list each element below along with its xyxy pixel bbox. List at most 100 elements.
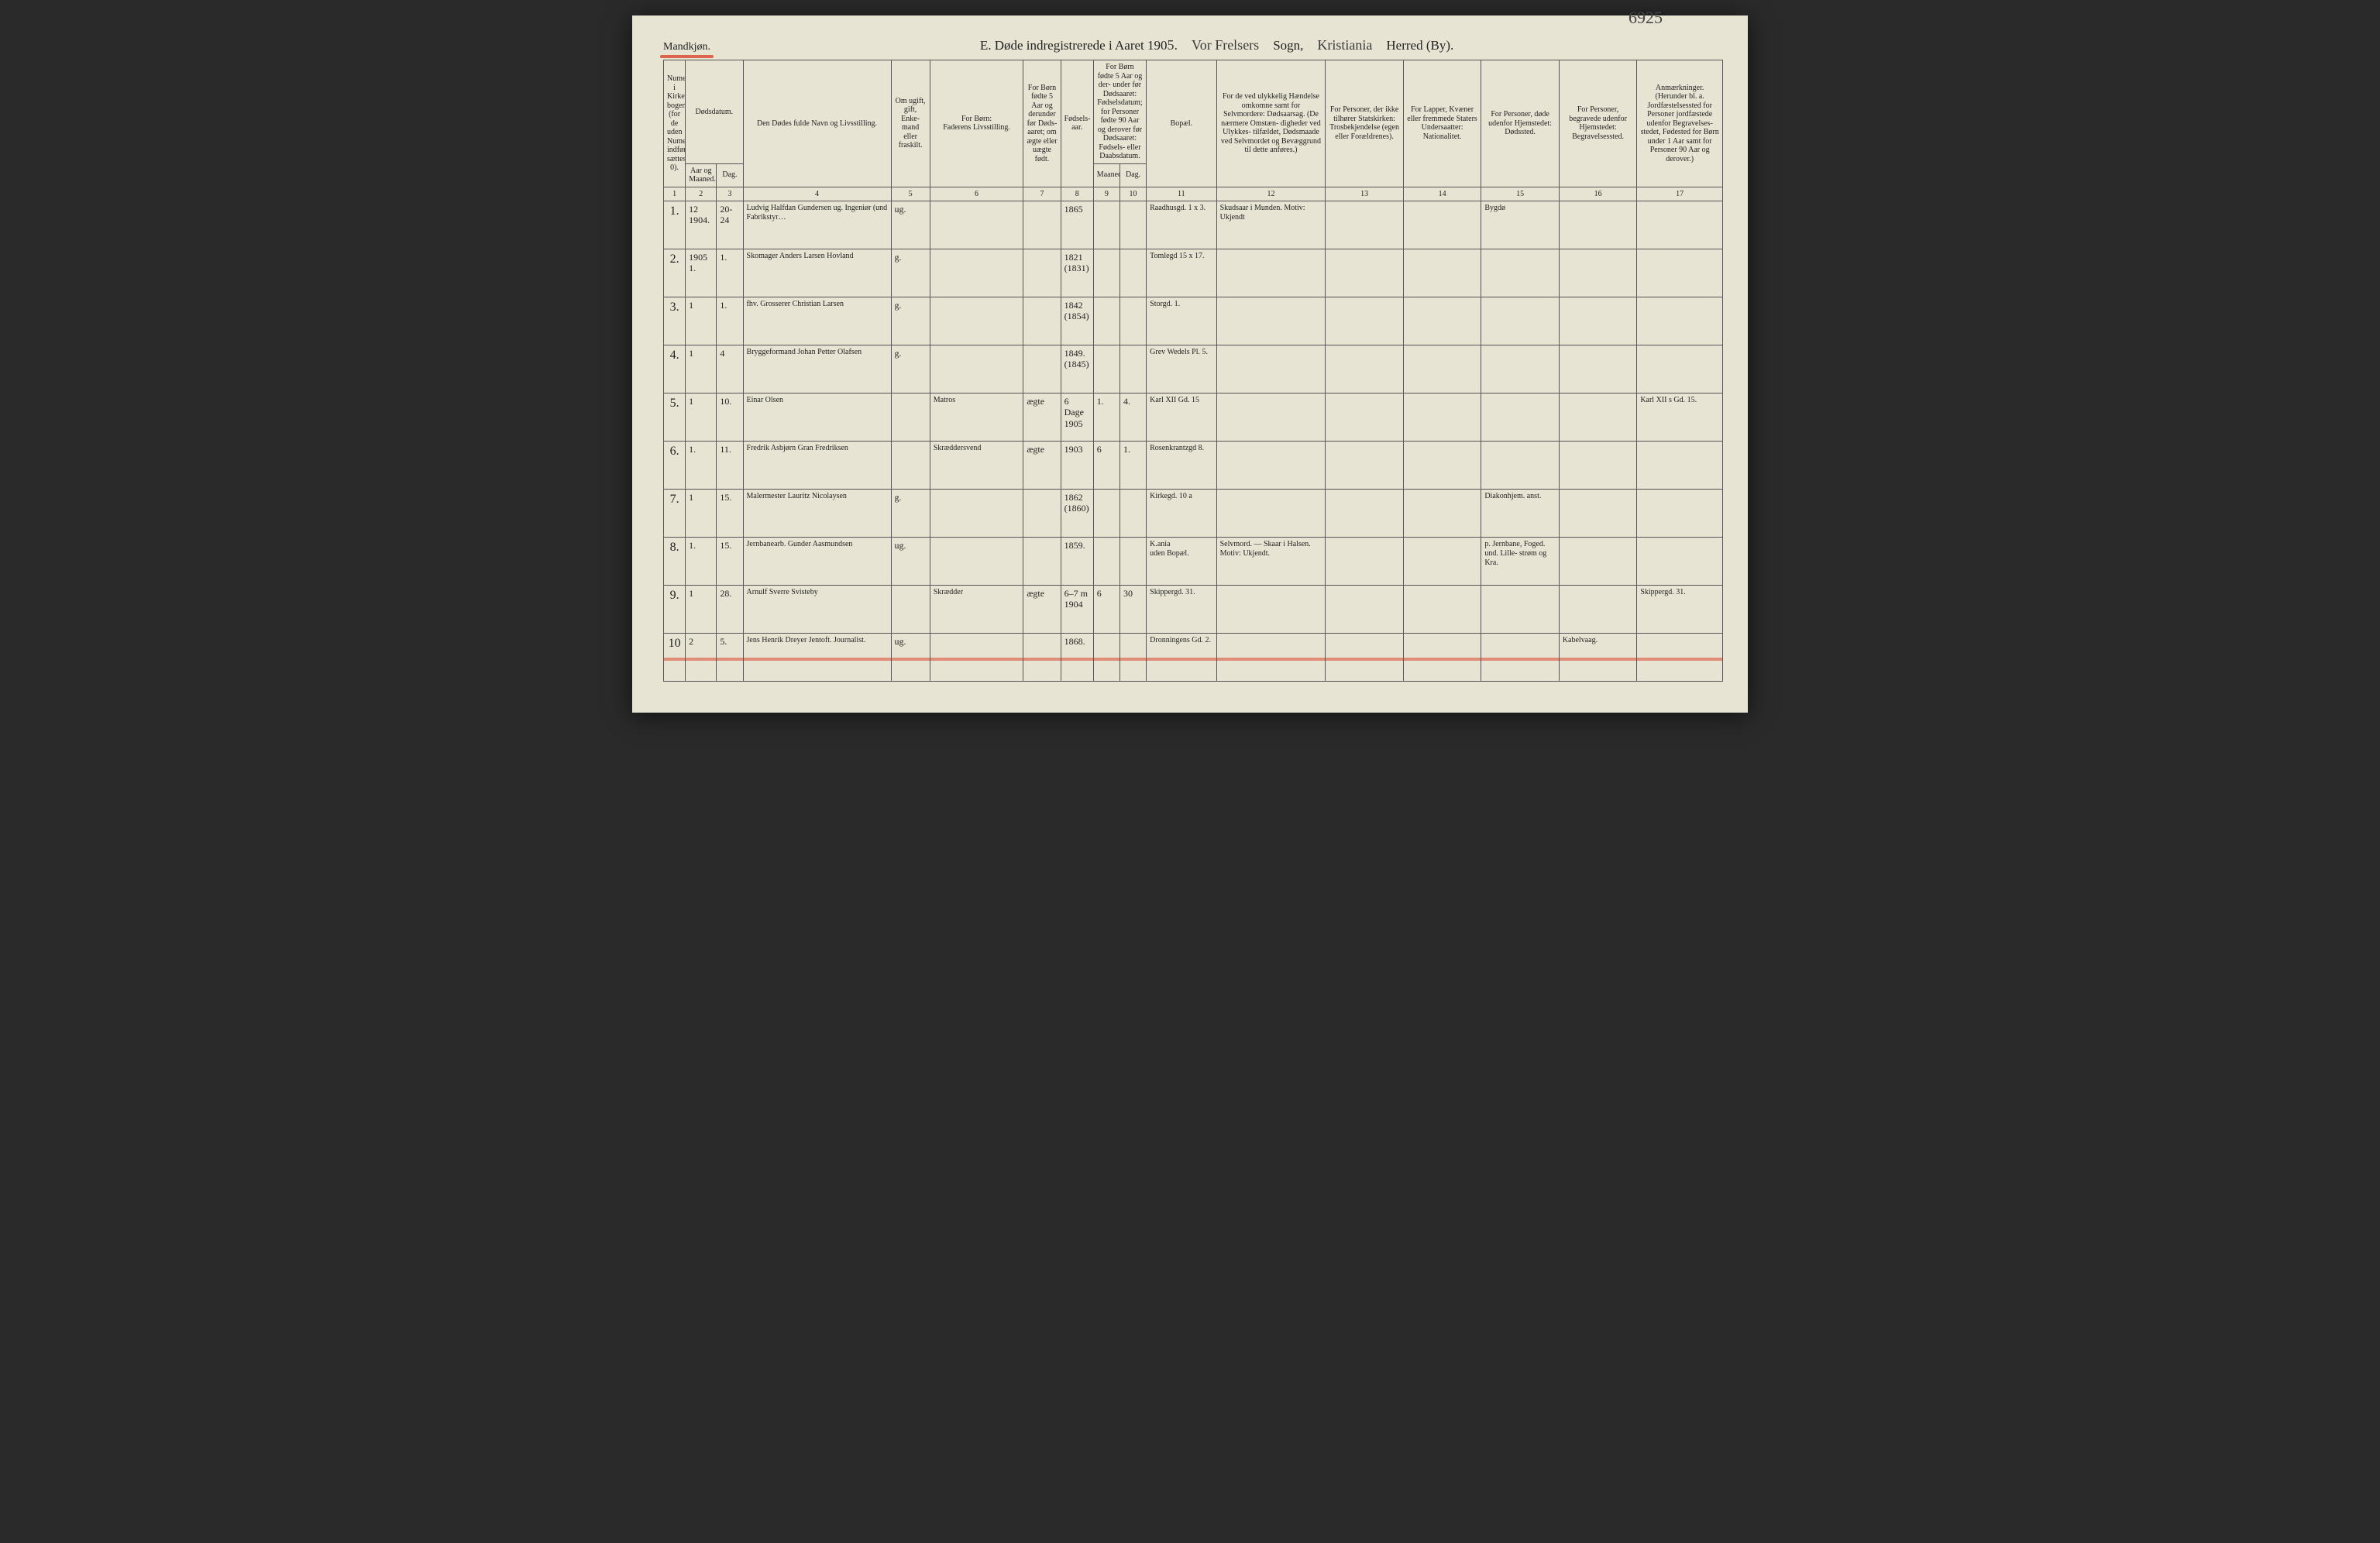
cell	[1216, 345, 1326, 393]
column-number-row: 1 2 3 4 5 6 7 8 9 10 11 12 13 14 15 16 1…	[664, 187, 1723, 201]
cell: 1903	[1061, 442, 1093, 490]
cell	[930, 297, 1023, 345]
cell	[1559, 345, 1637, 393]
h-col3: Dag.	[717, 163, 743, 187]
cell: g.	[891, 297, 930, 345]
cell	[1481, 442, 1560, 490]
cell	[1403, 634, 1481, 682]
cell: Diakonhjem. anst.	[1481, 490, 1560, 538]
table-row: 5.110.Einar OlsenMatrosægte6 Dage 19051.…	[664, 393, 1723, 442]
colnum: 16	[1559, 187, 1637, 201]
cell	[1481, 297, 1560, 345]
cell	[1326, 442, 1404, 490]
cell: Jens Henrik Dreyer Jentoft. Journalist.	[743, 634, 891, 682]
cell	[1216, 249, 1326, 297]
cell: 1842 (1854)	[1061, 297, 1093, 345]
h-col2: Aar og Maaned.	[686, 163, 717, 187]
cell	[1216, 393, 1326, 442]
cell	[1326, 201, 1404, 249]
cell: Bygdø	[1481, 201, 1560, 249]
cell: 1	[686, 490, 717, 538]
cell: K.ania uden Bopæl.	[1147, 538, 1216, 586]
table-row: 7.115.Malermester Lauritz Nicolayseng.18…	[664, 490, 1723, 538]
cell	[1559, 442, 1637, 490]
cell: g.	[891, 345, 930, 393]
colnum: 14	[1403, 187, 1481, 201]
h-col15: For Personer, døde udenfor Hjemstedet: D…	[1481, 60, 1560, 187]
cell	[1119, 490, 1146, 538]
cell	[1023, 538, 1061, 586]
cell: 1.	[686, 538, 717, 586]
cell: Malermester Lauritz Nicolaysen	[743, 490, 891, 538]
h-col9: Maaned.	[1093, 163, 1119, 187]
cell: 1862 (1860)	[1061, 490, 1093, 538]
cell	[1326, 490, 1404, 538]
parish-hand: Vor Frelsers	[1192, 37, 1259, 53]
cell	[1119, 345, 1146, 393]
colnum: 6	[930, 187, 1023, 201]
cell: 6	[1093, 586, 1119, 634]
death-register-table: Numer i Kirke- bogen (for de uden Numer …	[663, 60, 1723, 682]
cell: 1.	[1119, 442, 1146, 490]
cell: 15.	[717, 538, 743, 586]
h-col16: For Personer, begravede udenfor Hjemsted…	[1559, 60, 1637, 187]
page-number: 6925	[1629, 8, 1663, 28]
cell	[1023, 297, 1061, 345]
cell: ug.	[891, 201, 930, 249]
cell	[1403, 345, 1481, 393]
cell	[1119, 634, 1146, 682]
cell: ægte	[1023, 586, 1061, 634]
cell	[1637, 249, 1723, 297]
register-page: 6925 Mandkjøn. E. Døde indregistrerede i…	[632, 15, 1748, 713]
cell: 10.	[717, 393, 743, 442]
cell: 1905 1.	[686, 249, 717, 297]
title-prefix: E. Døde indregistrerede i Aaret 1905.	[980, 37, 1178, 53]
colnum: 3	[717, 187, 743, 201]
cell: 1868.	[1061, 634, 1093, 682]
colnum: 5	[891, 187, 930, 201]
cell: 6 Dage 1905	[1061, 393, 1093, 442]
table-row: 8.1.15.Jernbanearb. Gunder Aasmundsenug.…	[664, 538, 1723, 586]
cell	[930, 490, 1023, 538]
h-col4: Den Dødes fulde Navn og Livsstilling.	[743, 60, 891, 187]
cell	[1326, 345, 1404, 393]
cell	[1093, 345, 1119, 393]
cell: fhv. Grosserer Christian Larsen	[743, 297, 891, 345]
h-col5: Om ugift, gift, Enke- mand eller fraskil…	[891, 60, 930, 187]
cell: Arnulf Sverre Svisteby	[743, 586, 891, 634]
cell	[1637, 634, 1723, 682]
cell: Dronningens Gd. 2.	[1147, 634, 1216, 682]
colnum: 4	[743, 187, 891, 201]
h-col8: Fødsels- aar.	[1061, 60, 1093, 187]
cell: 1859.	[1061, 538, 1093, 586]
cell	[1216, 490, 1326, 538]
cell	[1216, 586, 1326, 634]
cell: Skomager Anders Larsen Hovland	[743, 249, 891, 297]
cell: 9.	[664, 586, 686, 634]
cell	[1326, 297, 1404, 345]
cell: 5.	[717, 634, 743, 682]
cell: 4.	[1119, 393, 1146, 442]
cell: Karl XII s Gd. 15.	[1637, 393, 1723, 442]
sogn-label: Sogn,	[1273, 38, 1303, 53]
cell: 1.	[1093, 393, 1119, 442]
h-col6: For Børn: Faderens Livsstilling.	[930, 60, 1023, 187]
cell	[1403, 201, 1481, 249]
cell	[1023, 345, 1061, 393]
cell	[930, 538, 1023, 586]
cell	[1559, 586, 1637, 634]
cell	[1481, 345, 1560, 393]
cell	[1637, 442, 1723, 490]
cell: 6	[1093, 442, 1119, 490]
h-col6-top: For Børn:	[961, 115, 992, 123]
cell: Storgd. 1.	[1147, 297, 1216, 345]
cell: ægte	[1023, 442, 1061, 490]
cell: p. Jernbane, Foged. und. Lille- strøm og…	[1481, 538, 1560, 586]
cell: Ludvig Halfdan Gundersen ug. Ingeniør (u…	[743, 201, 891, 249]
cell: Matros	[930, 393, 1023, 442]
cell: Raadhusgd. 1 x 3.	[1147, 201, 1216, 249]
cell	[1119, 538, 1146, 586]
colnum: 8	[1061, 187, 1093, 201]
colnum: 15	[1481, 187, 1560, 201]
cell	[1559, 201, 1637, 249]
